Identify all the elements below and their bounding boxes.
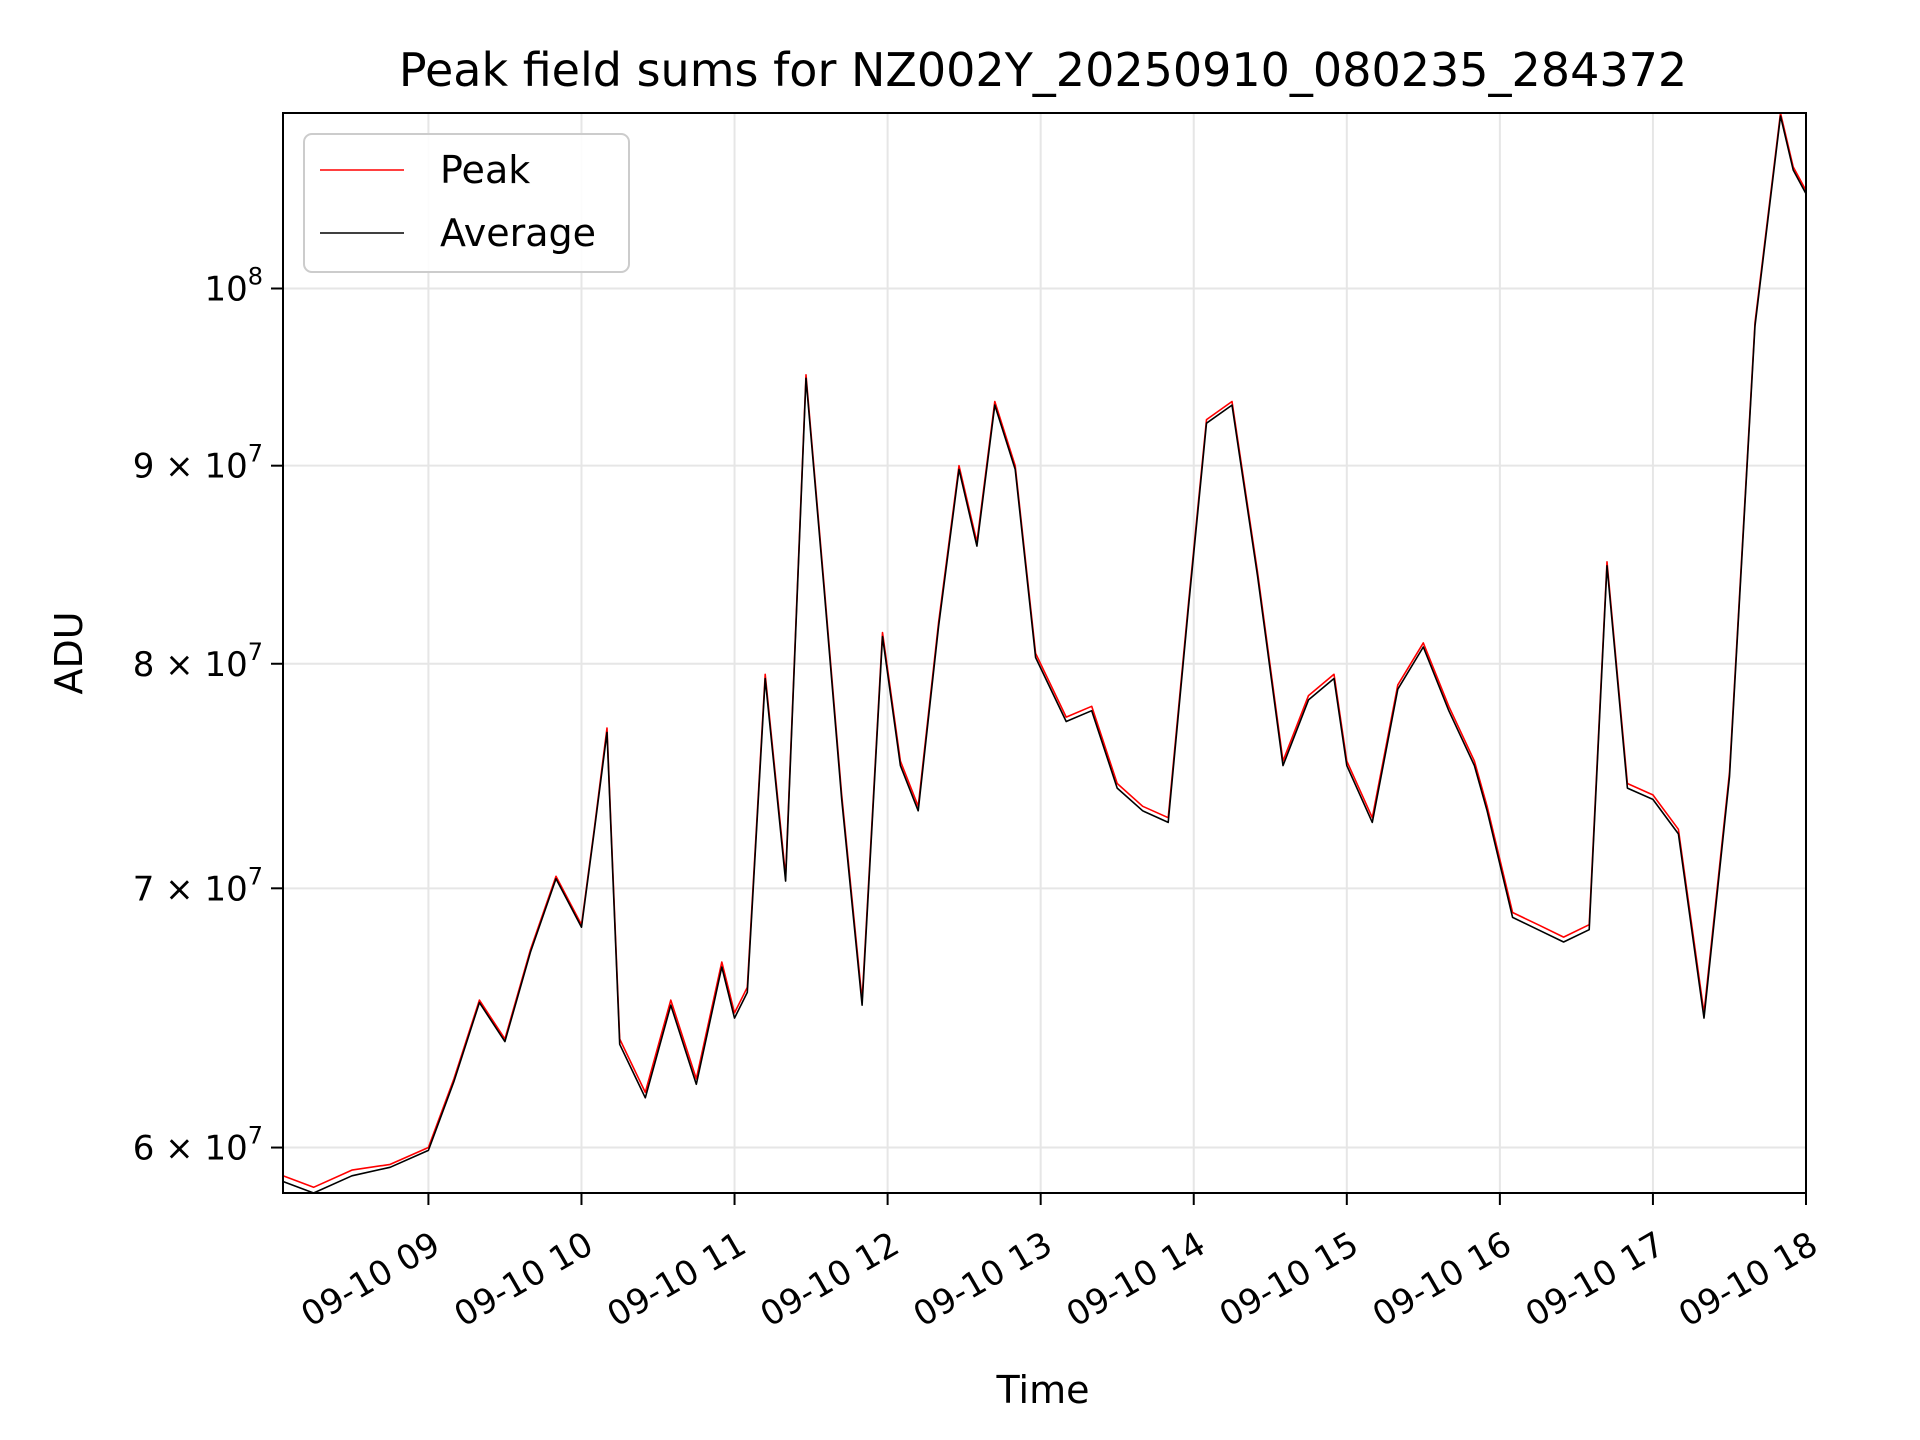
x-tick-label: 09-10 17	[1519, 1224, 1671, 1335]
x-tick-label: 09-10 18	[1672, 1224, 1824, 1335]
y-tick-label: 8 × 107	[133, 638, 263, 685]
series-average-line	[282, 115, 1807, 1194]
x-tick-label: 09-10 12	[754, 1224, 906, 1335]
plot-frame	[282, 112, 1807, 1194]
x-tick-label: 09-10 14	[1060, 1224, 1212, 1335]
legend-box	[303, 133, 630, 273]
x-tick-label: 09-10 10	[448, 1224, 600, 1335]
series-peak-line	[282, 112, 1807, 1189]
x-axis-ticks: 09-10 09 09-10 10 09-10 11 09-10 12 09-10 13…	[295, 1193, 1825, 1335]
x-tick-label: 09-10 16	[1366, 1224, 1518, 1335]
x-tick-label: 09-10 11	[601, 1224, 753, 1335]
y-axis-label: ADU	[47, 611, 91, 694]
x-tick-label: 09-10 15	[1213, 1224, 1365, 1335]
x-axis-label: Time	[996, 1368, 1090, 1412]
x-tick-label: 09-10 13	[907, 1224, 1059, 1335]
grid-lines	[283, 113, 1806, 1193]
legend-peak-label: Peak	[440, 148, 530, 192]
y-tick-label: 6 × 107	[133, 1122, 263, 1169]
y-tick-label: 7 × 107	[133, 862, 263, 909]
y-tick-label: 9 × 107	[133, 440, 263, 487]
chart-title: Peak field sums for NZ002Y_20250910_0802…	[399, 43, 1687, 97]
y-tick-label: 108	[204, 263, 263, 310]
legend-average-label: Average	[440, 211, 596, 255]
y-axis-ticks: 6 × 107 7 × 107 8 × 107 9 × 107 108	[133, 263, 283, 1169]
x-tick-label: 09-10 09	[295, 1224, 447, 1335]
legend: Peak Average	[303, 133, 630, 273]
series-layer	[282, 112, 1807, 1194]
